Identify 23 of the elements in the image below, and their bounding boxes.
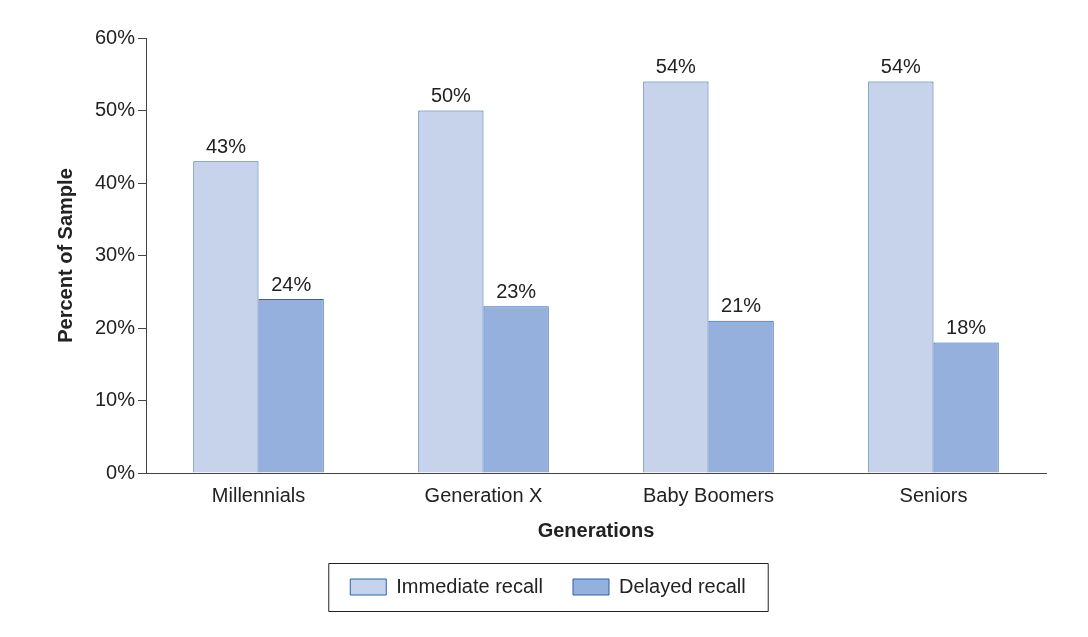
y-tick-label: 20% (95, 315, 136, 338)
data-label: 54% (655, 55, 697, 78)
y-tick-label: 50% (95, 98, 136, 121)
y-tick-label: 0% (106, 460, 136, 483)
data-label: 24% (271, 272, 312, 295)
y-tick-label: 60% (95, 25, 136, 48)
y-tick-label: 10% (95, 388, 136, 411)
data-label: 21% (721, 294, 762, 317)
legend-label: Delayed recall (619, 574, 746, 597)
x-tick-label: Millennials (211, 483, 306, 506)
data-label: 54% (880, 55, 922, 78)
data-label: 23% (496, 279, 537, 302)
data-label: 18% (946, 316, 987, 339)
data-label: 43% (205, 134, 247, 157)
x-tick-label: Baby Boomers (642, 483, 775, 506)
data-label: 50% (430, 84, 472, 107)
y-tick-label: 40% (95, 170, 136, 193)
x-tick-label: Generation X (424, 483, 543, 506)
y-axis-title: Percent of Sample (53, 168, 76, 343)
y-tick-label: 30% (95, 243, 136, 266)
x-tick-label: Seniors (899, 483, 968, 506)
legend-label: Immediate recall (396, 574, 543, 597)
x-axis-title: Generations (537, 518, 655, 541)
